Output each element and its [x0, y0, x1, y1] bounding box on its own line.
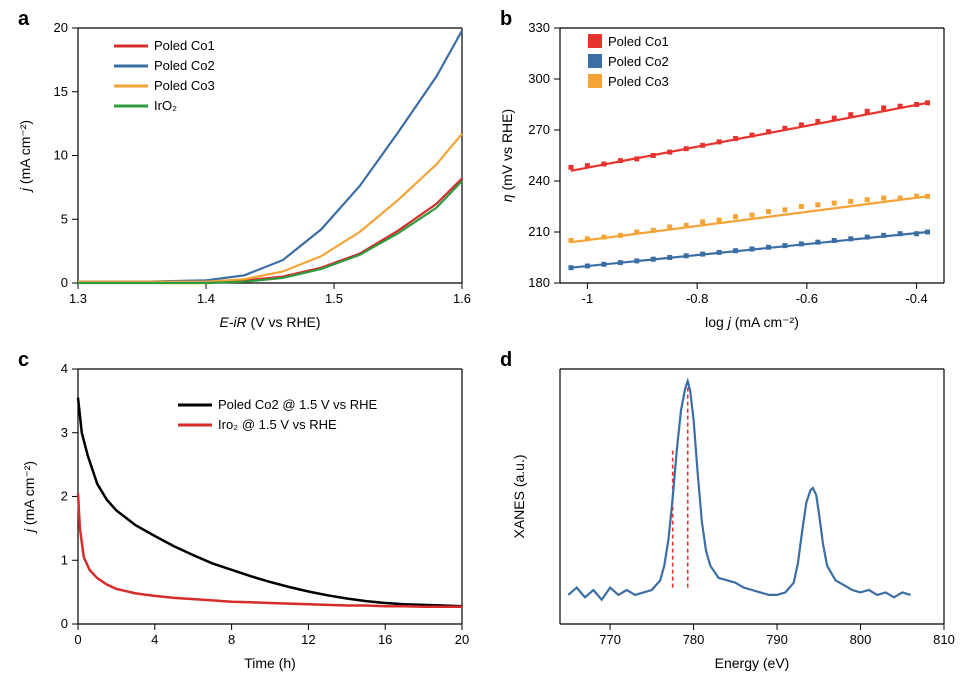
svg-text:1.6: 1.6 — [453, 291, 471, 306]
panel-b-svg: -1 -0.8 -0.6 -0.4 180 210 240 270 300 330 log j (m… — [482, 0, 964, 341]
svg-text:270: 270 — [528, 122, 550, 137]
svg-text:20: 20 — [455, 632, 469, 647]
svg-text:IrO₂: IrO₂ — [154, 98, 177, 113]
svg-text:2: 2 — [61, 489, 68, 504]
svg-text:0: 0 — [61, 275, 68, 290]
svg-text:790: 790 — [766, 632, 788, 647]
svg-text:1.4: 1.4 — [197, 291, 215, 306]
svg-text:16: 16 — [378, 632, 392, 647]
svg-text:330: 330 — [528, 20, 550, 35]
svg-text:0: 0 — [74, 632, 81, 647]
svg-text:8: 8 — [228, 632, 235, 647]
svg-text:4: 4 — [151, 632, 158, 647]
svg-text:Energy (eV): Energy (eV) — [715, 655, 790, 671]
svg-text:300: 300 — [528, 71, 550, 86]
panel-c-svg: 04812162001234Time (h)j (mA cm⁻²)Poled C… — [0, 341, 482, 682]
svg-text:Poled Co2: Poled Co2 — [154, 58, 215, 73]
svg-text:810: 810 — [933, 632, 955, 647]
panel-a-svg: 1.3 1.4 1.5 1.6 0 5 10 15 20 E-iR (V vs RHE) j (mA… — [0, 0, 482, 341]
panel-c-label: c — [18, 349, 29, 372]
panel-a: a 1.3 1.4 1.5 1.6 0 5 10 15 20 E-iR (V vs RHE) j (… — [0, 0, 482, 341]
svg-text:-0.8: -0.8 — [686, 291, 708, 306]
svg-text:1: 1 — [61, 552, 68, 567]
svg-text:20: 20 — [54, 20, 68, 35]
svg-text:j (mA cm⁻²): j (mA cm⁻²) — [17, 120, 33, 193]
svg-text:800: 800 — [850, 632, 872, 647]
svg-text:5: 5 — [61, 211, 68, 226]
svg-text:4: 4 — [61, 361, 68, 376]
svg-text:1.3: 1.3 — [69, 291, 87, 306]
svg-text:240: 240 — [528, 173, 550, 188]
svg-text:E-iR (V vs RHE): E-iR (V vs RHE) — [219, 314, 320, 330]
panel-c: c 04812162001234Time (h)j (mA cm⁻²)Poled… — [0, 341, 482, 682]
svg-text:Time (h): Time (h) — [244, 655, 296, 671]
svg-text:180: 180 — [528, 275, 550, 290]
svg-text:Poled Co3: Poled Co3 — [608, 74, 669, 89]
panel-d-svg: 770 780 790 800 810 Energy (eV) XANES (a.u.) — [482, 341, 964, 682]
panel-d: d 770 780 790 800 810 Energy (eV) XANES (a.u.) — [482, 341, 964, 682]
svg-text:log j (mA cm⁻²): log j (mA cm⁻²) — [705, 314, 799, 330]
svg-text:10: 10 — [54, 148, 68, 163]
panel-a-label: a — [18, 8, 29, 31]
svg-text:210: 210 — [528, 224, 550, 239]
panel-d-label: d — [500, 349, 512, 372]
svg-text:Poled Co2: Poled Co2 — [608, 54, 669, 69]
svg-text:η (mV vs RHE): η (mV vs RHE) — [499, 109, 515, 202]
svg-text:-1: -1 — [582, 291, 594, 306]
svg-text:Poled Co1: Poled Co1 — [154, 38, 215, 53]
figure-grid: a 1.31.41.51.605101520E-iR (V vs RHE)j (… — [0, 0, 964, 682]
svg-text:-0.4: -0.4 — [905, 291, 927, 306]
svg-text:780: 780 — [683, 632, 705, 647]
svg-text:j (mA cm⁻²): j (mA cm⁻²) — [21, 461, 37, 534]
svg-text:Poled Co3: Poled Co3 — [154, 78, 215, 93]
svg-text:-0.6: -0.6 — [796, 291, 818, 306]
svg-text:12: 12 — [301, 632, 315, 647]
svg-text:XANES (a.u.): XANES (a.u.) — [511, 454, 527, 538]
panel-b-label: b — [500, 8, 512, 31]
svg-text:770: 770 — [599, 632, 621, 647]
svg-text:Poled Co2 @ 1.5 V vs RHE: Poled Co2 @ 1.5 V vs RHE — [218, 397, 377, 412]
svg-text:Iro₂ @ 1.5 V vs RHE: Iro₂ @ 1.5 V vs RHE — [218, 417, 337, 432]
svg-text:Poled Co1: Poled Co1 — [608, 34, 669, 49]
svg-text:3: 3 — [61, 425, 68, 440]
svg-text:15: 15 — [54, 84, 68, 99]
panel-b: b -1 -0.8 -0.6 -0.4 180 210 240 270 300 330 log j … — [482, 0, 964, 341]
svg-text:1.5: 1.5 — [325, 291, 343, 306]
svg-text:0: 0 — [61, 616, 68, 631]
